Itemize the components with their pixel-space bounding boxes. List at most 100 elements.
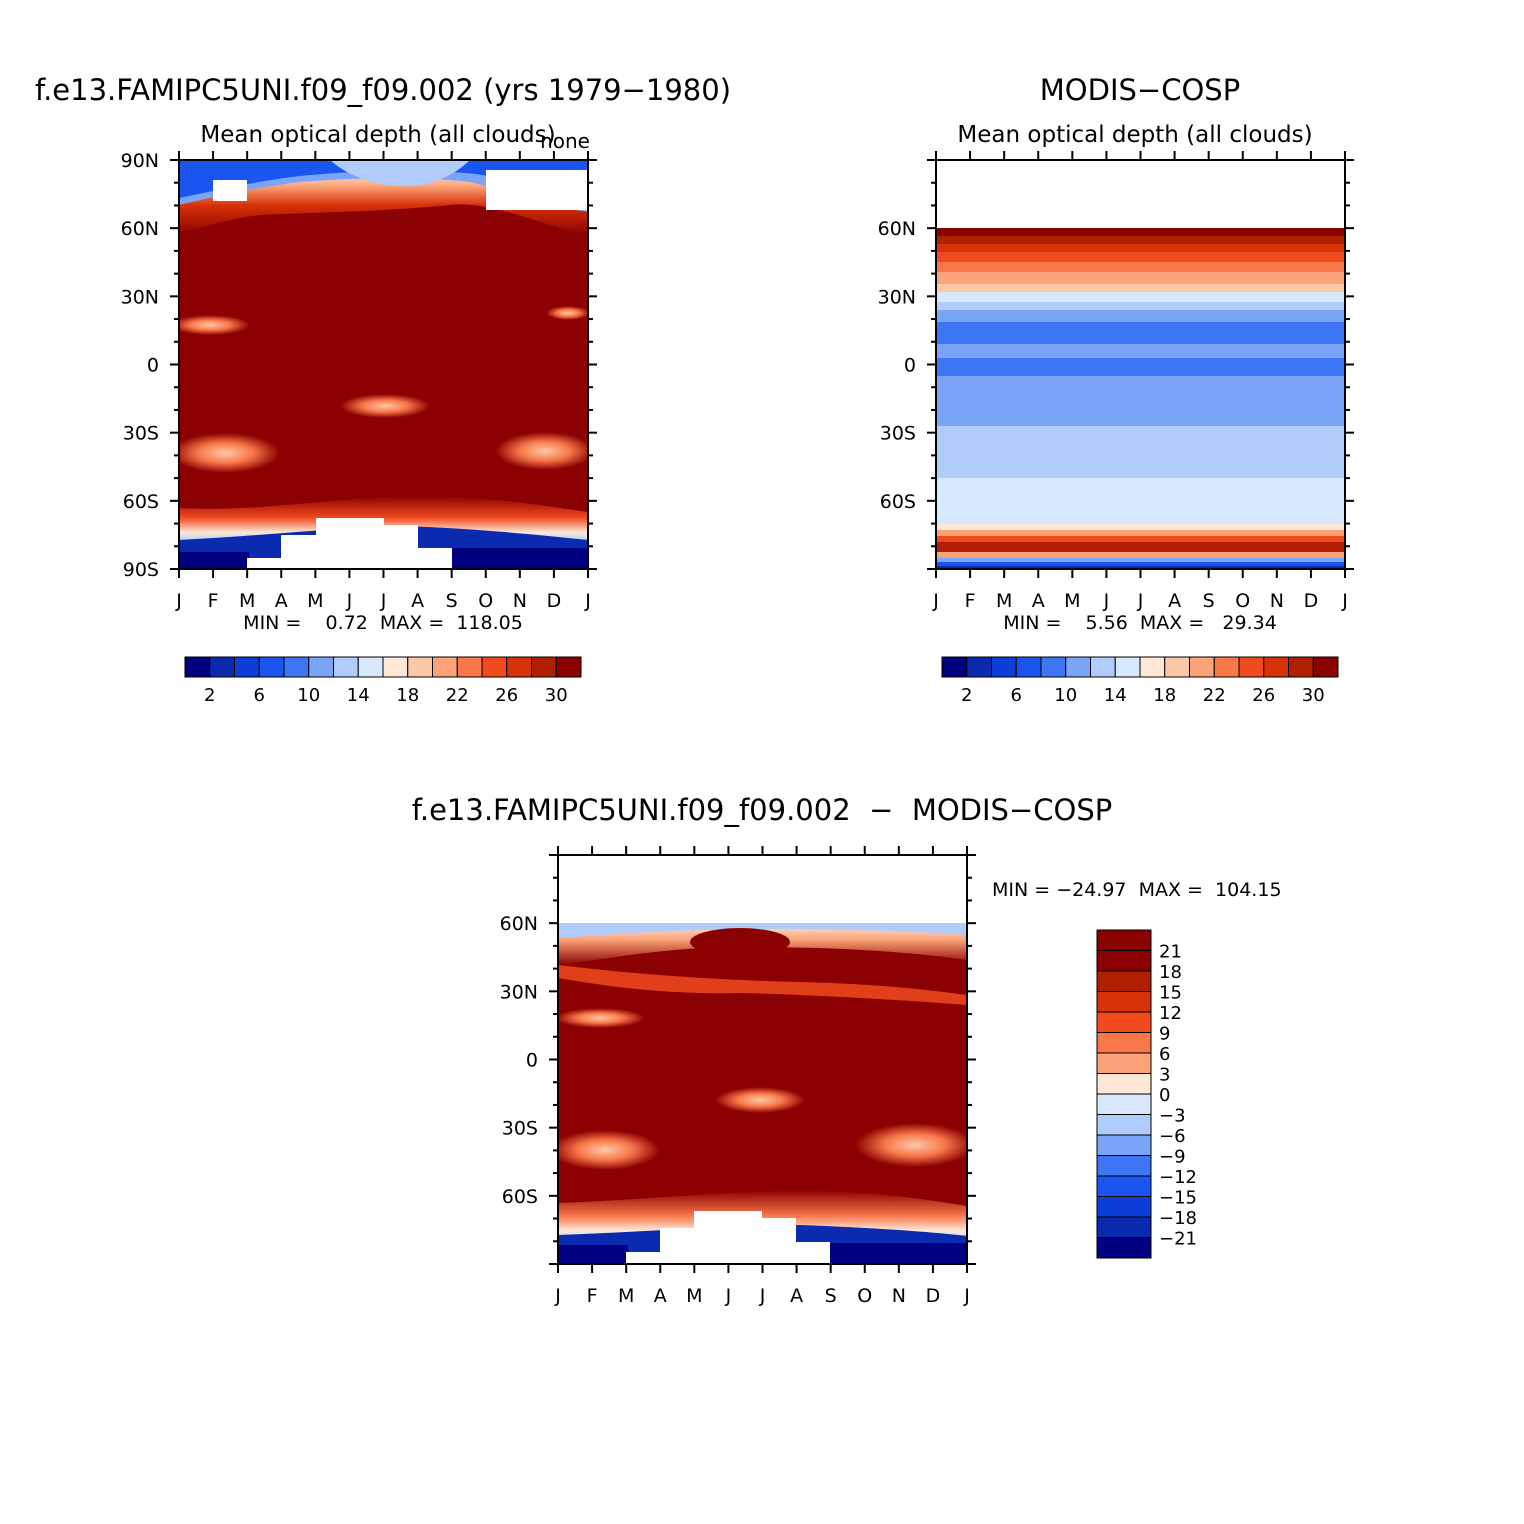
x-tick-label: J (584, 590, 591, 612)
colorbar-swatch (382, 656, 409, 678)
colorbar-tick-label: 26 (495, 685, 518, 706)
x-tick-label: N (892, 1285, 906, 1307)
y-tick-label: 90S (123, 559, 159, 581)
x-tick-label: S (825, 1285, 837, 1307)
colorbar-tick-label: −15 (1159, 1188, 1197, 1209)
x-tick-label: J (346, 590, 353, 612)
y-tick-label: 30S (123, 423, 159, 445)
colorbar-swatch (1096, 1237, 1152, 1259)
colorbar-swatch (506, 656, 532, 678)
x-tick-label: F (965, 590, 976, 612)
colorbar-swatch (1139, 656, 1166, 678)
colorbar-swatch (1096, 1052, 1152, 1074)
colorbar-tick-label: 18 (1159, 962, 1182, 983)
x-tick-label: M (307, 590, 323, 612)
colorbar-swatch (1096, 1073, 1152, 1095)
x-tick-label: O (857, 1285, 872, 1307)
diff-panel: f.e13.FAMIPC5UNI.f09_f09.002 − MODIS−COS… (412, 793, 1282, 1307)
x-tick-label: A (654, 1285, 667, 1307)
x-tick-label: F (208, 590, 219, 612)
colorbar-swatch (1096, 970, 1152, 992)
x-tick-label: F (587, 1285, 598, 1307)
colorbar-swatch (1096, 1032, 1152, 1054)
x-tick-label: M (996, 590, 1012, 612)
obs-band (936, 228, 1345, 236)
colorbar-tick-label: 6 (1011, 685, 1022, 706)
colorbar-swatch (1096, 950, 1152, 972)
colorbar-tick-label: 2 (961, 685, 972, 706)
colorbar-tick-label: 18 (396, 685, 419, 706)
x-tick-label: M (239, 590, 255, 612)
y-tick-label: 30N (121, 286, 159, 308)
colorbar-swatch (407, 656, 433, 678)
obs-band (936, 322, 1345, 344)
obs-band (936, 524, 1345, 530)
colorbar-tick-label: −9 (1159, 1147, 1186, 1168)
colorbar-swatch (1238, 656, 1265, 678)
obs-band (936, 160, 1345, 228)
colorbar-swatch (432, 656, 458, 678)
y-tick-label: 30S (502, 1118, 538, 1140)
x-tick-label: J (380, 590, 387, 612)
colorbar-swatch (456, 656, 483, 678)
colorbar-swatch (1263, 656, 1289, 678)
colorbar-swatch (1096, 929, 1152, 951)
x-tick-label: D (926, 1285, 941, 1307)
x-tick-label: M (618, 1285, 634, 1307)
diff-contour-field (558, 855, 967, 1264)
obs-band (936, 426, 1345, 478)
x-tick-label: D (1304, 590, 1319, 612)
model-panel: f.e13.FAMIPC5UNI.f09_f09.002 (yrs 1979−1… (35, 73, 731, 706)
model-corner-label: none (540, 129, 590, 153)
y-tick-label: 0 (526, 1050, 538, 1072)
y-tick-label: 60S (880, 491, 916, 513)
obs-band (936, 252, 1345, 262)
colorbar-tick-label: 22 (446, 685, 469, 706)
x-tick-label: J (1341, 590, 1348, 612)
obs-band (936, 302, 1345, 310)
colorbar-swatch (991, 656, 1017, 678)
diff-stats: MIN = −24.97 MAX = 104.15 (992, 879, 1282, 901)
obs-band (936, 262, 1345, 272)
colorbar-swatch (1096, 1114, 1152, 1136)
x-tick-label: J (175, 590, 182, 612)
colorbar-tick-label: −6 (1159, 1126, 1186, 1147)
x-tick-label: S (446, 590, 458, 612)
colorbar-tick-label: 9 (1159, 1024, 1170, 1045)
obs-band (936, 536, 1345, 542)
model-title: f.e13.FAMIPC5UNI.f09_f09.002 (yrs 1979−1… (35, 73, 731, 107)
model-subtitle: Mean optical depth (all clouds) (200, 122, 555, 148)
obs-band (936, 552, 1345, 558)
obs-band (936, 478, 1345, 524)
x-tick-label: A (1168, 590, 1181, 612)
colorbar-swatch (1096, 1175, 1152, 1197)
colorbar-swatch (258, 656, 285, 678)
colorbar-swatch (184, 656, 211, 678)
y-tick-label: 0 (147, 355, 159, 377)
y-tick-label: 60S (123, 491, 159, 513)
colorbar-tick-label: 6 (1159, 1044, 1170, 1065)
obs-band (936, 558, 1345, 562)
colorbar-tick-label: 3 (1159, 1065, 1170, 1086)
y-tick-label: 60N (500, 913, 538, 935)
x-tick-label: J (1137, 590, 1144, 612)
obs-band (936, 376, 1345, 388)
colorbar-swatch (1189, 656, 1215, 678)
model-contour-field (179, 160, 588, 569)
colorbar-swatch (283, 656, 310, 678)
y-tick-label: 0 (904, 355, 916, 377)
obs-band (936, 542, 1345, 552)
obs-y-ticks: 60N 30N 0 30S 60S (878, 159, 1354, 570)
x-tick-label: M (1064, 590, 1080, 612)
x-tick-label: A (790, 1285, 803, 1307)
x-tick-label: A (275, 590, 288, 612)
colorbar-swatch (1114, 656, 1141, 678)
colorbar-swatch (1040, 656, 1067, 678)
y-tick-label: 60S (502, 1186, 538, 1208)
